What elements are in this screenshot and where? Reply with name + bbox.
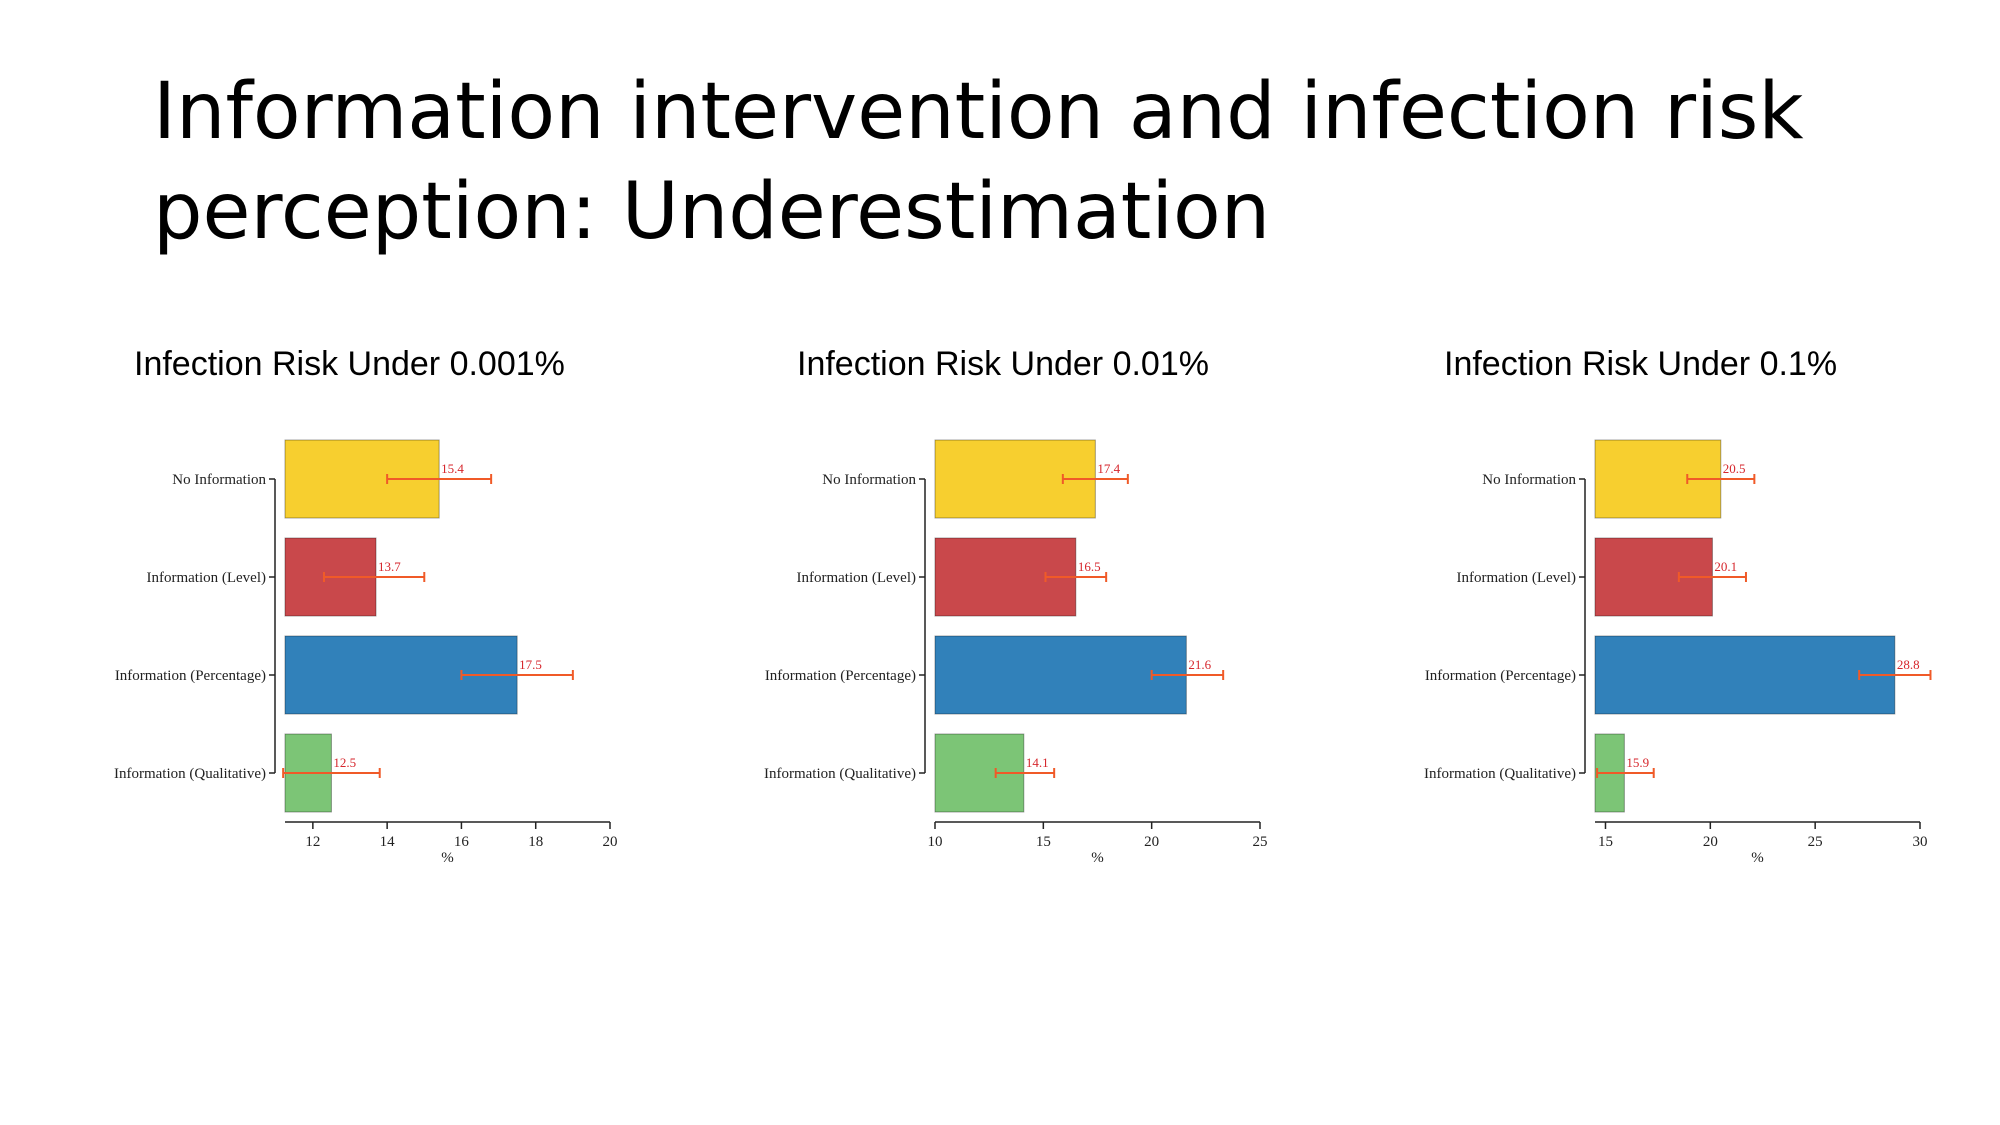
value-label-no-information: 15.4 (441, 461, 464, 476)
chart-2-title: Infection Risk Under 0.01% (797, 345, 1209, 383)
value-label-information-level: 20.1 (1714, 559, 1737, 574)
slide-title-line-1: Information intervention and infection r… (153, 67, 1804, 157)
x-tick-label-20: 20 (603, 834, 618, 850)
value-label-information-qualitative: 15.9 (1626, 755, 1649, 770)
chart-3-title: Infection Risk Under 0.1% (1444, 345, 1838, 383)
slide-title: Information intervention and infection r… (153, 62, 1913, 262)
y-tick-label-information-percentage: Information (Percentage) (115, 668, 266, 684)
chart-1-title: Infection Risk Under 0.001% (134, 345, 565, 383)
x-tick-label-25: 25 (1253, 834, 1268, 850)
x-axis-label: % (1751, 850, 1764, 866)
x-tick-label-16: 16 (454, 834, 470, 850)
y-tick-label-no-information: No Information (822, 472, 916, 488)
value-label-information-level: 16.5 (1078, 559, 1101, 574)
x-tick-label-20: 20 (1703, 834, 1718, 850)
y-tick-label-no-information: No Information (1482, 472, 1576, 488)
chart-1-infection-risk-0-001: No Information 15.4 Information (Level) 13.… (114, 439, 618, 866)
y-tick-label-information-level: Information (Level) (796, 570, 916, 586)
y-tick-label-no-information: No Information (172, 472, 266, 488)
x-tick-label-10: 10 (928, 834, 943, 850)
value-label-information-level: 13.7 (378, 559, 401, 574)
value-label-no-information: 17.4 (1097, 461, 1120, 476)
y-tick-label-information-qualitative: Information (Qualitative) (1424, 766, 1576, 782)
value-label-information-qualitative: 12.5 (333, 755, 356, 770)
y-tick-label-information-level: Information (Level) (1456, 570, 1576, 586)
x-tick-label-14: 14 (380, 834, 396, 850)
x-tick-label-15: 15 (1036, 834, 1051, 850)
x-tick-label-30: 30 (1913, 834, 1928, 850)
value-label-information-percentage: 28.8 (1897, 657, 1920, 672)
y-tick-label-information-percentage: Information (Percentage) (765, 668, 916, 684)
y-tick-label-information-qualitative: Information (Qualitative) (764, 766, 916, 782)
x-tick-label-18: 18 (528, 834, 543, 850)
chart-3-infection-risk-0-1: No Information 20.5 Information (Level) 20.… (1424, 439, 1932, 866)
x-tick-label-20: 20 (1144, 834, 1159, 850)
x-tick-label-12: 12 (305, 834, 320, 850)
y-tick-label-information-percentage: Information (Percentage) (1425, 668, 1576, 684)
value-label-information-percentage: 21.6 (1188, 657, 1211, 672)
chart-2-infection-risk-0-01: No Information 17.4 Information (Level) 16.… (764, 439, 1268, 866)
bar-information-percentage (1594, 635, 1896, 715)
y-tick-label-information-qualitative: Information (Qualitative) (114, 766, 266, 782)
bar-information-percentage (934, 635, 1187, 715)
value-label-information-qualitative: 14.1 (1026, 755, 1049, 770)
value-label-no-information: 20.5 (1723, 461, 1746, 476)
x-axis-label: % (1091, 850, 1104, 866)
x-tick-label-25: 25 (1808, 834, 1823, 850)
value-label-information-percentage: 17.5 (519, 657, 542, 672)
y-tick-label-information-level: Information (Level) (146, 570, 266, 586)
slide-title-line-2: perception: Underestimation (153, 167, 1271, 257)
x-tick-label-15: 15 (1598, 834, 1613, 850)
x-axis-label: % (441, 850, 454, 866)
